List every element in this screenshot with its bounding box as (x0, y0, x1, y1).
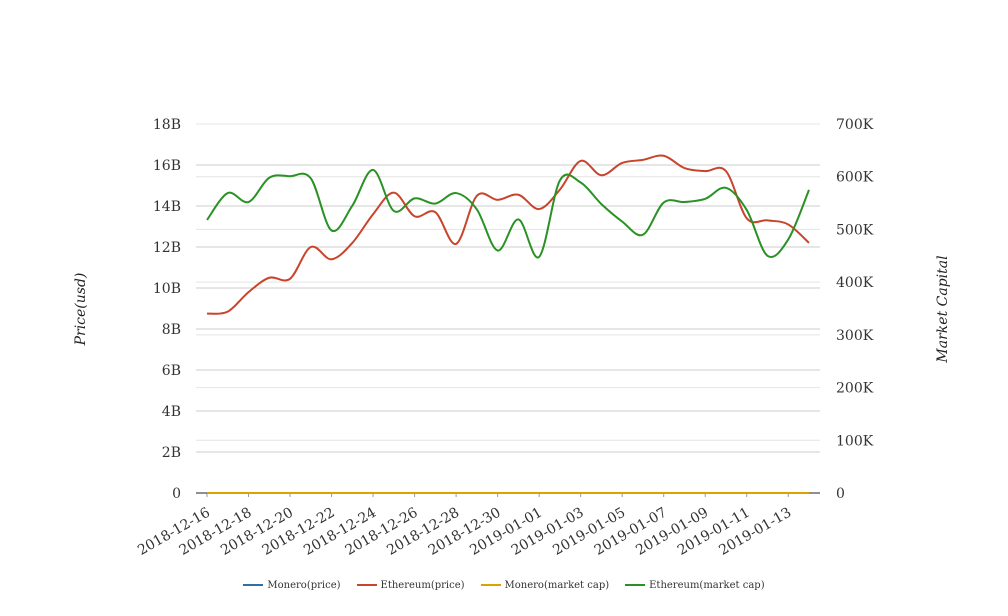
series-line-ethereum-price (206, 154, 810, 315)
grid (196, 123, 820, 453)
y-left-tick-label: 0 (172, 486, 181, 502)
y-right-tick-label: 500K (836, 222, 874, 238)
y-left-tick-label: 10B (153, 281, 181, 297)
legend-label: Monero(market cap) (504, 579, 610, 591)
legend-swatch (480, 584, 501, 586)
y-right-tick-label: 700K (836, 117, 874, 133)
y-right-tick-label: 100K (836, 433, 874, 449)
legend-item-ethereum-price[interactable]: Ethereum(price) (356, 579, 465, 591)
legend-item-ethereum-market-cap[interactable]: Ethereum(market cap) (625, 579, 765, 591)
y-right-tick-label: 0 (836, 486, 845, 502)
x-axis: 2018-12-162018-12-182018-12-202018-12-22… (135, 493, 794, 559)
y-axis-right-title: Market Capital (935, 255, 951, 363)
series-lines (206, 154, 810, 495)
series-line-ethereum-market-cap (206, 168, 810, 259)
y-right-tick-label: 200K (836, 381, 874, 397)
legend-label: Ethereum(price) (380, 579, 465, 591)
y-left-tick-label: 12B (153, 240, 181, 256)
y-right-tick-label: 300K (836, 328, 874, 344)
legend-swatch (356, 584, 377, 586)
y-left-tick-label: 8B (162, 322, 181, 338)
y-left-tick-label: 14B (153, 199, 181, 215)
legend-item-monero-price[interactable]: Monero(price) (243, 579, 341, 591)
legend-label: Ethereum(market cap) (649, 579, 765, 591)
legend: Monero(price) Ethereum(price) Monero(marke… (0, 577, 1008, 593)
y-right-tick-label: 400K (836, 275, 874, 291)
y-axis-left-title: Price(usd) (73, 273, 89, 347)
y-left-tick-label: 16B (153, 158, 181, 174)
legend-swatch (243, 584, 264, 586)
y-left-tick-label: 6B (162, 363, 181, 379)
right-axis: 0 100K 200K 300K 400K 500K 600K 700K (836, 117, 874, 502)
y-left-tick-label: 4B (162, 404, 181, 420)
left-axis: 0 2B 4B 6B 8B 10B 12B 14B 16B 18B (153, 117, 181, 502)
legend-swatch (625, 584, 646, 586)
legend-label: Monero(price) (267, 579, 341, 591)
y-left-tick-label: 18B (153, 117, 181, 133)
legend-item-monero-market-cap[interactable]: Monero(market cap) (480, 579, 610, 591)
y-right-tick-label: 600K (836, 170, 874, 186)
y-left-tick-label: 2B (162, 445, 181, 461)
